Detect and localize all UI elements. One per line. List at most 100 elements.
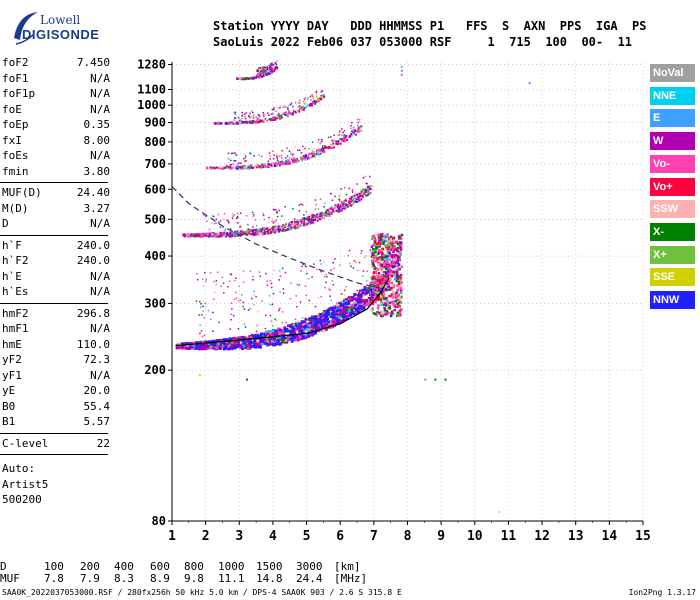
echo-point xyxy=(389,301,392,304)
echo-point xyxy=(249,270,252,272)
echo-point xyxy=(201,314,203,316)
echo-point xyxy=(378,239,381,242)
echo-point xyxy=(197,233,200,236)
echo-point xyxy=(257,311,259,313)
echo-point xyxy=(370,185,373,188)
param-value: 72.3 xyxy=(83,353,111,366)
echo-point xyxy=(360,250,363,252)
echo-point xyxy=(361,300,365,303)
echo-point xyxy=(225,338,229,341)
echo-point xyxy=(267,232,270,235)
param-row: foEs N/A xyxy=(2,149,110,163)
echo-point xyxy=(295,295,297,297)
echo-point xyxy=(219,226,222,228)
echo-point xyxy=(241,117,243,120)
echo-point xyxy=(329,193,332,195)
echo-point xyxy=(242,341,246,344)
echo-point xyxy=(380,275,384,278)
echo-point xyxy=(230,313,233,316)
echo-point xyxy=(231,347,235,350)
echo-point xyxy=(270,231,273,234)
echo-point xyxy=(210,233,213,236)
echo-point xyxy=(384,303,387,306)
echo-point xyxy=(370,251,374,254)
echo-point xyxy=(285,159,288,162)
echo-point xyxy=(388,272,391,275)
echo-point xyxy=(314,208,317,210)
echo-point xyxy=(234,338,238,341)
echo-point xyxy=(244,157,247,159)
echo-point xyxy=(195,300,198,302)
echo-point xyxy=(322,325,326,328)
echo-point xyxy=(298,99,301,102)
echo-point xyxy=(393,253,396,257)
echo-point xyxy=(376,310,379,314)
echo-point xyxy=(320,98,323,101)
echo-point xyxy=(289,337,293,341)
echo-point xyxy=(319,312,323,316)
echo-point xyxy=(282,113,285,115)
echo-point xyxy=(346,298,348,301)
echo-point xyxy=(249,163,252,166)
echo-point xyxy=(268,71,271,74)
echo-point xyxy=(332,210,335,213)
echo-point xyxy=(317,100,320,103)
echo-point xyxy=(291,113,294,116)
echo-point xyxy=(321,145,324,147)
echo-point xyxy=(383,310,386,313)
echo-point xyxy=(359,307,363,311)
echo-point xyxy=(381,238,385,242)
echo-point xyxy=(211,215,214,217)
echo-point xyxy=(237,232,240,235)
echo-point xyxy=(391,245,394,249)
header-values: SaoLuis 2022 Feb06 037 053000 RSF 1 715 … xyxy=(213,35,633,49)
echo-point xyxy=(389,235,393,239)
echo-point xyxy=(212,330,214,332)
echo-point xyxy=(383,265,386,269)
echo-point xyxy=(377,249,381,252)
echo-point xyxy=(282,224,285,227)
echo-point xyxy=(294,336,298,339)
legend-entry: NNW xyxy=(650,291,695,309)
echo-point xyxy=(348,249,351,252)
echo-point xyxy=(386,252,390,255)
echo-point xyxy=(251,110,253,112)
echo-point xyxy=(208,235,211,238)
echo-point xyxy=(226,122,229,125)
echo-point xyxy=(379,262,382,266)
param-separator xyxy=(0,454,108,455)
echo-point xyxy=(399,287,402,290)
echo-point xyxy=(284,271,287,274)
model-profile-dashed xyxy=(171,186,390,291)
echo-point xyxy=(394,294,398,298)
echo-point xyxy=(270,71,273,74)
echo-point xyxy=(325,313,329,317)
echo-point xyxy=(335,307,339,310)
echo-point xyxy=(212,166,215,169)
echo-point xyxy=(321,147,324,150)
echo-point xyxy=(245,159,247,162)
echo-point xyxy=(270,228,273,231)
echo-point xyxy=(396,256,400,259)
echo-point xyxy=(254,229,257,232)
echo-point xyxy=(284,205,286,208)
echo-point xyxy=(386,235,389,239)
echo-point xyxy=(391,283,394,287)
echo-point xyxy=(262,332,266,336)
echo-point xyxy=(299,149,301,152)
echo-point xyxy=(244,115,246,118)
echo-point xyxy=(274,332,278,335)
echo-point xyxy=(339,142,342,145)
echo-point xyxy=(398,243,401,246)
echo-point xyxy=(381,247,385,251)
param-value: 5.57 xyxy=(83,415,111,428)
echo-point xyxy=(352,195,355,198)
echo-point xyxy=(369,298,373,301)
echo-point xyxy=(292,323,296,327)
echo-point xyxy=(359,193,362,196)
echo-point xyxy=(303,214,305,216)
echo-point xyxy=(363,192,366,195)
echo-point xyxy=(245,112,247,114)
echo-point xyxy=(236,212,239,215)
echo-point xyxy=(333,306,337,310)
